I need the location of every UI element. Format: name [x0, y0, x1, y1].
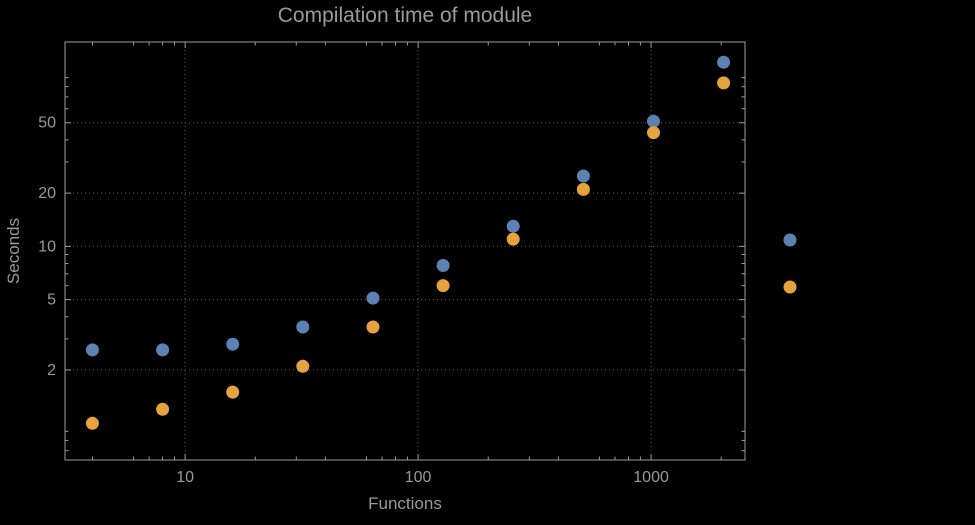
- plot-frame: [64, 41, 746, 461]
- data-point-series-1: [156, 343, 170, 357]
- y-tick-label: 20: [38, 185, 56, 202]
- y-axis-label: Seconds: [4, 217, 23, 285]
- data-point-series-2: [576, 182, 590, 196]
- y-tick-label: 5: [47, 292, 56, 309]
- data-point-series-1: [647, 114, 660, 128]
- data-point-series-1: [296, 320, 310, 334]
- data-point-series-1: [85, 343, 99, 357]
- data-point-series-1: [226, 337, 240, 351]
- data-point-series-1: [506, 219, 520, 233]
- data-point-series-2: [85, 416, 99, 430]
- legend-marker-2: [783, 280, 797, 294]
- data-point-series-2: [296, 359, 310, 373]
- data-point-series-2: [156, 402, 170, 416]
- x-tick-label: 10: [176, 469, 194, 486]
- x-tick-label: 100: [405, 469, 432, 486]
- x-axis-label: Functions: [368, 494, 442, 513]
- y-tick-label: 10: [38, 238, 56, 255]
- data-point-series-2: [506, 232, 520, 246]
- legend-marker-1: [783, 233, 797, 247]
- data-point-series-1: [366, 291, 380, 305]
- data-point-series-2: [647, 126, 660, 140]
- y-tick-label: 2: [47, 362, 56, 379]
- data-point-series-2: [436, 279, 450, 293]
- plot-title: Compilation time of module: [277, 4, 533, 27]
- data-point-series-1: [717, 55, 731, 69]
- data-point-series-2: [366, 320, 380, 334]
- x-tick-label: 1000: [633, 469, 669, 486]
- data-point-series-2: [226, 385, 240, 399]
- data-point-series-1: [576, 169, 590, 183]
- y-tick-label: 50: [38, 115, 56, 132]
- data-point-series-2: [717, 76, 731, 90]
- data-point-series-1: [436, 259, 450, 272]
